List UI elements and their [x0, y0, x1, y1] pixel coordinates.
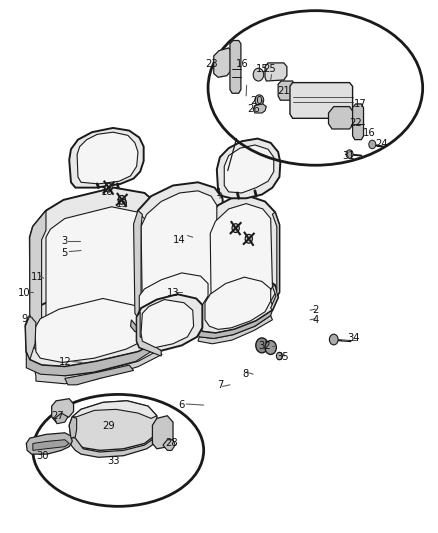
Text: 4: 4: [312, 315, 318, 325]
Polygon shape: [217, 139, 280, 198]
Polygon shape: [152, 416, 173, 449]
Text: 22: 22: [349, 118, 362, 127]
Circle shape: [105, 183, 112, 192]
Polygon shape: [230, 41, 241, 93]
Text: 30: 30: [37, 451, 49, 461]
Text: 26: 26: [247, 104, 261, 114]
Polygon shape: [214, 48, 232, 77]
Text: 20: 20: [250, 96, 262, 106]
Text: 23: 23: [205, 59, 217, 69]
Circle shape: [232, 224, 239, 232]
Text: 24: 24: [376, 139, 388, 149]
Polygon shape: [141, 300, 194, 348]
Text: 11: 11: [31, 272, 44, 282]
Polygon shape: [353, 104, 364, 140]
Polygon shape: [131, 269, 215, 329]
Polygon shape: [52, 399, 74, 422]
Polygon shape: [134, 182, 223, 322]
Polygon shape: [328, 107, 354, 129]
Text: 15: 15: [255, 64, 268, 74]
Polygon shape: [205, 277, 271, 329]
Polygon shape: [137, 312, 161, 356]
Polygon shape: [71, 437, 158, 457]
Polygon shape: [77, 132, 138, 184]
Polygon shape: [33, 440, 69, 450]
Polygon shape: [271, 285, 278, 310]
Polygon shape: [69, 417, 77, 438]
Polygon shape: [163, 440, 175, 450]
Polygon shape: [55, 413, 68, 424]
Circle shape: [118, 196, 125, 204]
Polygon shape: [137, 294, 202, 351]
Text: 34: 34: [348, 334, 360, 343]
Circle shape: [369, 140, 376, 149]
Text: 21: 21: [277, 86, 290, 95]
Polygon shape: [30, 211, 50, 352]
Polygon shape: [30, 188, 159, 352]
Polygon shape: [26, 332, 164, 376]
Polygon shape: [197, 273, 278, 333]
Polygon shape: [69, 401, 158, 450]
Text: 7: 7: [217, 380, 223, 390]
Text: 14: 14: [173, 235, 186, 245]
Polygon shape: [26, 433, 72, 454]
Polygon shape: [271, 212, 279, 305]
Circle shape: [346, 150, 353, 158]
Polygon shape: [131, 320, 172, 336]
Circle shape: [276, 352, 283, 360]
Text: 1: 1: [216, 188, 222, 198]
Polygon shape: [290, 83, 353, 118]
Circle shape: [265, 341, 276, 354]
Text: 28: 28: [166, 439, 178, 448]
Polygon shape: [265, 63, 287, 81]
Text: 25: 25: [263, 64, 276, 74]
Circle shape: [256, 338, 268, 353]
Text: 29: 29: [102, 422, 115, 431]
Polygon shape: [141, 191, 217, 316]
Polygon shape: [278, 81, 294, 100]
Polygon shape: [25, 284, 166, 367]
Text: 19: 19: [115, 199, 128, 208]
Text: 2: 2: [312, 305, 318, 315]
Text: 5: 5: [62, 248, 68, 258]
Circle shape: [253, 68, 264, 81]
Polygon shape: [253, 104, 266, 113]
Text: 10: 10: [18, 288, 30, 298]
Text: 32: 32: [259, 342, 271, 351]
Text: 16: 16: [235, 59, 248, 69]
Polygon shape: [46, 207, 145, 342]
Polygon shape: [139, 273, 208, 324]
Polygon shape: [65, 365, 134, 385]
Polygon shape: [72, 401, 157, 418]
Text: 13: 13: [167, 288, 179, 298]
Text: 33: 33: [108, 456, 120, 466]
Polygon shape: [69, 128, 144, 188]
Polygon shape: [198, 316, 272, 344]
Text: 6: 6: [179, 400, 185, 410]
Polygon shape: [25, 316, 36, 360]
Text: 17: 17: [353, 99, 367, 109]
Polygon shape: [34, 351, 162, 384]
Circle shape: [245, 235, 252, 243]
Polygon shape: [210, 204, 272, 316]
Text: 27: 27: [51, 411, 64, 421]
Text: 8: 8: [242, 369, 248, 379]
Text: 31: 31: [342, 151, 354, 160]
Text: 18: 18: [101, 187, 113, 197]
Circle shape: [255, 95, 264, 106]
Polygon shape: [195, 310, 272, 338]
Text: 3: 3: [62, 236, 68, 246]
Polygon shape: [224, 145, 274, 193]
Text: 12: 12: [58, 358, 71, 367]
Text: 35: 35: [276, 352, 289, 362]
Polygon shape: [134, 211, 147, 320]
Circle shape: [329, 334, 338, 345]
Text: 16: 16: [362, 128, 375, 138]
Polygon shape: [35, 298, 151, 362]
Polygon shape: [202, 196, 279, 324]
Text: 9: 9: [21, 314, 27, 324]
